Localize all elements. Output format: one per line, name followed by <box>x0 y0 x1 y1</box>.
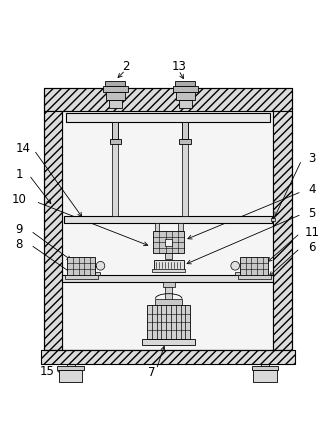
Text: 4: 4 <box>308 183 315 196</box>
Text: 2: 2 <box>122 60 129 74</box>
Text: 8: 8 <box>15 237 23 251</box>
Text: 10: 10 <box>12 194 26 206</box>
Bar <box>178 223 183 232</box>
Bar <box>113 122 119 139</box>
Bar <box>92 272 101 275</box>
Bar <box>240 256 269 275</box>
Bar <box>235 272 243 275</box>
Bar <box>173 86 198 92</box>
Bar <box>65 113 270 122</box>
Bar <box>64 275 98 279</box>
Text: 14: 14 <box>16 142 31 155</box>
Bar <box>179 101 192 108</box>
Bar <box>103 86 128 92</box>
Text: 11: 11 <box>304 225 319 239</box>
Bar <box>182 122 188 139</box>
Bar <box>62 111 274 350</box>
Bar <box>67 256 96 275</box>
Bar <box>44 89 292 350</box>
Bar <box>109 101 122 108</box>
Bar <box>179 139 191 144</box>
Text: 13: 13 <box>171 60 186 74</box>
Bar <box>175 82 195 86</box>
Bar <box>182 122 188 216</box>
Text: 6: 6 <box>308 241 315 254</box>
Bar <box>62 275 274 282</box>
Bar <box>59 369 82 382</box>
Text: 9: 9 <box>15 223 23 236</box>
Bar <box>237 275 271 279</box>
Bar <box>261 364 269 369</box>
Bar <box>153 232 184 253</box>
Bar <box>147 305 190 338</box>
Bar <box>41 350 295 364</box>
Bar <box>106 92 125 101</box>
Bar <box>44 111 62 350</box>
Bar <box>274 111 292 350</box>
Bar <box>272 218 276 221</box>
Bar <box>165 239 172 246</box>
Bar <box>155 299 182 305</box>
Bar <box>57 366 84 370</box>
Bar <box>155 223 159 232</box>
Text: 7: 7 <box>148 366 156 379</box>
Text: 15: 15 <box>40 365 55 378</box>
Bar <box>182 85 189 89</box>
Circle shape <box>231 261 239 270</box>
Bar <box>152 269 185 272</box>
Bar <box>154 260 184 270</box>
Bar <box>106 82 126 86</box>
Bar <box>44 89 292 111</box>
Bar <box>110 139 121 144</box>
Bar <box>66 364 74 369</box>
Text: 5: 5 <box>308 207 315 220</box>
Circle shape <box>96 261 105 270</box>
Bar <box>176 92 195 101</box>
Bar <box>113 122 119 216</box>
Text: 3: 3 <box>308 152 315 165</box>
Bar <box>112 85 119 89</box>
Bar <box>165 253 172 259</box>
Bar <box>165 282 172 300</box>
Bar <box>64 216 272 223</box>
Bar <box>252 366 279 370</box>
Bar <box>163 282 175 287</box>
Bar <box>142 338 195 345</box>
Bar <box>254 369 277 382</box>
Text: 1: 1 <box>15 168 23 182</box>
Bar <box>41 350 295 364</box>
